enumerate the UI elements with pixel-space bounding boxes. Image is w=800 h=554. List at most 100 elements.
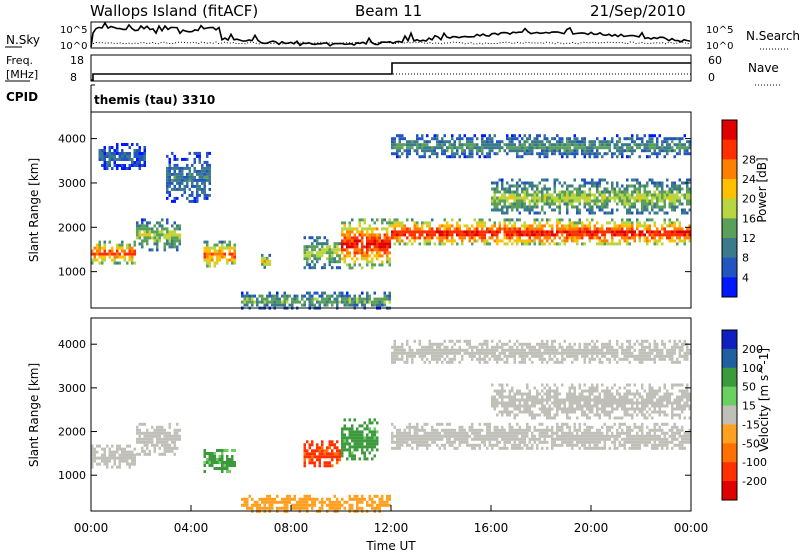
power-cell: [441, 152, 444, 156]
power-cell: [378, 239, 381, 243]
power-cell: [166, 218, 169, 222]
velocity-cell: [661, 422, 664, 426]
velocity-cell: [578, 425, 581, 429]
power-cell: [686, 236, 689, 240]
velocity-cell: [658, 437, 661, 441]
velocity-cell: [523, 428, 526, 432]
power-cell: [361, 233, 364, 237]
power-cell: [621, 155, 624, 159]
power-cell: [488, 155, 491, 159]
power-cell: [618, 196, 621, 200]
velocity-cell: [106, 456, 109, 460]
velocity-cell: [631, 413, 634, 417]
velocity-cell: [623, 437, 626, 441]
velocity-cell: [436, 443, 439, 447]
velocity-cell: [561, 431, 564, 435]
velocity-cell: [596, 413, 599, 417]
power-cell: [601, 178, 604, 182]
velocity-cell: [543, 404, 546, 408]
power-cell: [561, 227, 564, 231]
velocity-cell: [113, 453, 116, 457]
power-cell: [483, 134, 486, 138]
velocity-cell: [511, 434, 514, 438]
velocity-cell: [631, 446, 634, 450]
power-cell: [561, 233, 564, 237]
power-cell: [631, 202, 634, 206]
power-cell: [278, 300, 281, 304]
power-cell: [203, 166, 206, 170]
power-cell: [403, 227, 406, 231]
power-cell: [388, 297, 391, 301]
power-cell: [626, 199, 629, 203]
power-cell: [503, 221, 506, 225]
velocity-cell: [156, 434, 159, 438]
power-cell: [423, 230, 426, 234]
power-cell: [491, 236, 494, 240]
velocity-cell: [576, 434, 579, 438]
power-cell: [133, 155, 136, 158]
velocity-cell: [363, 454, 366, 458]
velocity-cell: [331, 455, 334, 459]
power-cell: [441, 137, 444, 141]
power-cell: [178, 227, 181, 231]
power-cell: [578, 236, 581, 240]
power-cell: [591, 143, 594, 147]
power-cell: [523, 146, 526, 150]
power-cell: [681, 137, 684, 141]
velocity-cell: [656, 404, 659, 408]
power-cell: [578, 184, 581, 188]
velocity-cell: [516, 413, 519, 417]
power-cell: [121, 243, 124, 247]
power-cell: [568, 202, 571, 206]
power-cell: [673, 233, 676, 237]
velocity-cell: [328, 464, 331, 468]
power-cell: [568, 196, 571, 200]
power-cell: [458, 143, 461, 147]
velocity-cell: [373, 433, 376, 437]
power-cell: [196, 196, 199, 200]
power-cell: [676, 143, 679, 147]
power-cell: [501, 208, 504, 212]
power-cell: [486, 227, 489, 231]
power-cell: [536, 205, 539, 209]
velocity-cell: [451, 443, 454, 447]
power-cell: [636, 224, 639, 228]
power-cell: [651, 137, 654, 141]
velocity-cell: [483, 437, 486, 441]
velocity-cell: [533, 434, 536, 438]
power-cell: [443, 218, 446, 222]
power-cell: [163, 236, 166, 240]
velocity-cell: [533, 440, 536, 444]
power-cell: [246, 297, 249, 301]
power-cell: [593, 230, 596, 234]
power-cell: [588, 230, 591, 234]
power-cell: [586, 149, 589, 153]
power-cell: [191, 184, 194, 188]
power-cell: [198, 151, 201, 155]
velocity-cell: [118, 453, 121, 457]
velocity-cell: [586, 446, 589, 450]
power-cell: [673, 196, 676, 200]
power-cell: [171, 199, 174, 203]
velocity-cell: [536, 395, 539, 399]
power-cell: [476, 152, 479, 156]
power-cell: [123, 167, 126, 170]
velocity-cell: [511, 446, 514, 450]
power-cell: [478, 224, 481, 228]
power-cell: [201, 187, 204, 191]
velocity-cell: [398, 443, 401, 447]
velocity-cell: [331, 449, 334, 453]
power-cell: [411, 233, 414, 237]
velocity-cell: [538, 401, 541, 405]
velocity-cell: [533, 437, 536, 441]
power-cell: [201, 172, 204, 176]
velocity-echo-region: [91, 444, 136, 469]
power-cell: [658, 208, 661, 212]
power-cell: [551, 146, 554, 150]
power-cell: [136, 236, 139, 240]
velocity-cell: [663, 398, 666, 402]
power-cell: [266, 256, 269, 260]
velocity-cell: [416, 443, 419, 447]
power-cell: [666, 211, 669, 215]
